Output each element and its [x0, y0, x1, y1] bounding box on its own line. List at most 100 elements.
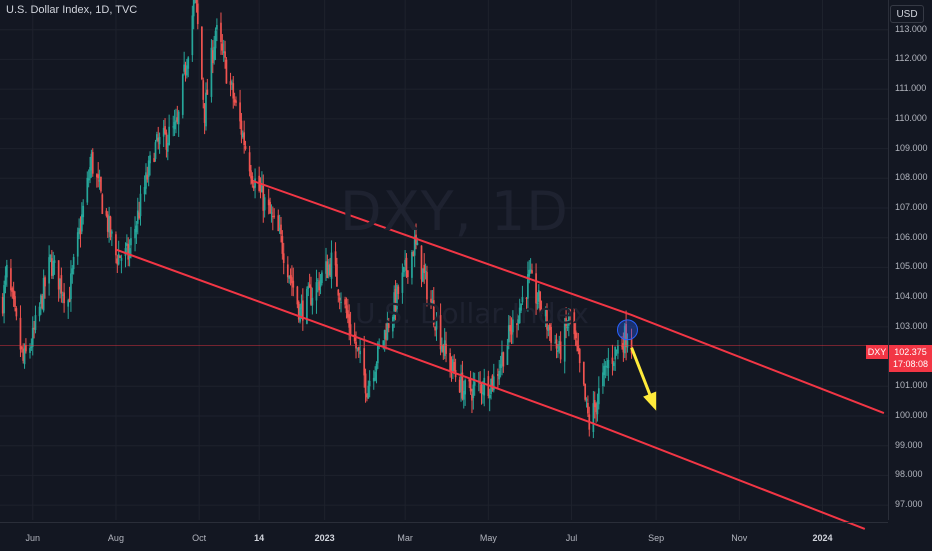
candle-body	[432, 300, 435, 325]
name-watermark: U.S. Dollar Index	[355, 297, 589, 330]
candle-body	[78, 228, 80, 234]
candle-body	[501, 352, 503, 366]
candle-body	[582, 361, 585, 385]
candle-body	[191, 15, 194, 56]
candle-body	[3, 285, 5, 314]
candle-body	[547, 326, 550, 331]
price-scale[interactable]: 113.000 112.000 111.000 110.000 109.000 108.0…	[888, 0, 932, 520]
candle-body	[449, 352, 451, 371]
candle-body	[334, 251, 337, 266]
candle-body	[1, 296, 4, 314]
candle-body	[569, 309, 572, 314]
candle-body	[349, 324, 352, 336]
candle-body	[345, 305, 348, 314]
time-tick-label: Mar	[397, 533, 413, 543]
candle-body	[615, 349, 618, 351]
candle-body	[19, 317, 22, 350]
candle-body	[622, 343, 625, 353]
candle-body	[387, 322, 390, 328]
candle-body	[563, 321, 566, 362]
candle-body	[430, 298, 432, 303]
candle-body	[376, 343, 379, 364]
candle-body	[435, 317, 438, 330]
candle-body	[158, 136, 161, 145]
candle-body	[229, 81, 232, 85]
candle-body	[203, 103, 206, 123]
candle-body	[259, 189, 262, 191]
candle-body	[473, 381, 476, 386]
candle-body	[607, 359, 610, 369]
candle-body	[20, 346, 23, 349]
candle-body	[382, 340, 385, 347]
candle-body	[291, 277, 293, 284]
candle-body	[327, 264, 330, 276]
candle-body	[498, 370, 501, 380]
candle-body	[154, 142, 157, 159]
candle-body	[330, 252, 333, 279]
time-scale[interactable]: Jun Aug Oct 14 2023 Mar May Jul Sep Nov 2024	[0, 522, 888, 551]
candle-body	[405, 257, 408, 271]
candle-body	[375, 363, 378, 371]
candle-body	[195, 0, 198, 3]
candle-body	[518, 307, 521, 324]
candle-body	[23, 348, 26, 365]
candle-body	[29, 348, 31, 353]
candle-body	[254, 178, 256, 188]
candle-body	[325, 261, 327, 274]
candle-body	[124, 248, 127, 256]
candle-body	[537, 290, 540, 302]
candle-body	[222, 51, 225, 54]
candle-body	[368, 380, 371, 387]
candle-body	[311, 297, 314, 306]
candle-body	[310, 286, 312, 305]
candle-body	[338, 297, 341, 301]
candle-body	[109, 216, 112, 238]
candle-body	[471, 394, 473, 401]
chart-grid	[0, 0, 888, 520]
candle-body	[30, 346, 33, 348]
candle-body	[596, 401, 599, 415]
candle-body	[211, 50, 214, 63]
candle-body	[68, 298, 71, 302]
candle-body	[261, 184, 263, 193]
candle-body	[49, 254, 52, 259]
candle-body	[202, 80, 205, 100]
candle-body	[321, 272, 323, 283]
candle-body	[567, 313, 570, 326]
candle-body	[289, 275, 292, 279]
currency-button[interactable]: USD	[890, 5, 924, 23]
candle-body	[205, 92, 207, 127]
candle-body	[612, 362, 615, 367]
candle-body	[554, 342, 557, 344]
candle-body	[412, 251, 415, 257]
candle-body	[527, 274, 529, 299]
time-tick-label: Jun	[25, 533, 40, 543]
candle-body	[606, 366, 608, 368]
candle-body	[479, 382, 481, 384]
candle-body	[181, 74, 184, 115]
candle-body	[117, 254, 120, 265]
candle-body	[469, 379, 472, 392]
candle-body	[262, 185, 265, 211]
drawing-overlays	[0, 180, 888, 530]
candle-body	[353, 334, 356, 342]
candle-body	[87, 178, 90, 181]
candle-body	[558, 341, 561, 351]
candle-body	[483, 377, 486, 396]
candle-body	[86, 177, 89, 203]
candle-body	[566, 326, 569, 329]
candle-body	[461, 372, 464, 399]
candle-body	[385, 332, 387, 341]
candle-body	[11, 288, 14, 292]
candle-body	[5, 264, 8, 278]
candle-body	[72, 257, 75, 270]
candle-body	[468, 379, 471, 382]
candle-body	[70, 273, 72, 300]
candle-body	[529, 269, 532, 272]
candle-body	[57, 260, 60, 290]
candle-body	[192, 0, 195, 17]
candle-body	[22, 348, 25, 361]
candle-body	[240, 120, 243, 135]
